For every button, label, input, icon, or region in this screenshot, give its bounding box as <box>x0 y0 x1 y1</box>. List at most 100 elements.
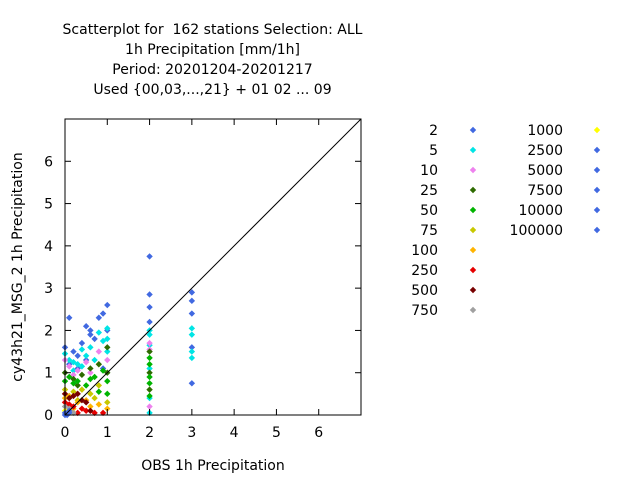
data-point <box>104 356 111 364</box>
data-point <box>87 327 94 334</box>
y-tick-label: 1 <box>44 366 53 382</box>
legend-label: 2 <box>429 123 438 139</box>
chart-title-line-3: Period: 20201204-20201217 <box>112 62 313 78</box>
data-point <box>78 386 86 393</box>
data-point <box>146 380 153 387</box>
data-point <box>95 314 103 321</box>
data-point <box>87 331 94 338</box>
data-point <box>146 303 153 311</box>
legend: 2510255075100250500750100025005000750010… <box>411 123 601 319</box>
legend-label: 7500 <box>527 183 563 199</box>
legend-label: 100000 <box>510 223 563 239</box>
data-point <box>146 253 153 260</box>
data-point <box>82 407 90 414</box>
data-point <box>104 344 111 351</box>
data-point <box>82 352 90 359</box>
data-point <box>66 356 73 364</box>
data-point <box>87 403 94 410</box>
x-axis-label: OBS 1h Precipitation <box>141 458 284 474</box>
data-point <box>188 380 196 387</box>
y-tick-label: 0 <box>44 408 53 424</box>
legend-marker <box>593 126 601 134</box>
data-point <box>146 348 153 355</box>
data-point <box>188 354 196 362</box>
legend-marker <box>469 266 477 274</box>
legend-marker <box>469 286 477 294</box>
data-point <box>188 348 196 355</box>
data-point <box>146 403 153 410</box>
legend-label: 75 <box>420 223 438 239</box>
x-tick-label: 5 <box>272 425 281 441</box>
legend-marker <box>469 206 477 214</box>
data-point <box>78 363 86 370</box>
y-tick-label: 2 <box>44 323 53 339</box>
data-point <box>95 401 103 408</box>
legend-marker <box>469 226 477 234</box>
data-point <box>104 301 111 309</box>
chart-title-line-2: 1h Precipitation [mm/1h] <box>125 42 300 58</box>
data-point <box>78 405 86 412</box>
data-point <box>78 371 86 379</box>
chart-title-line-1: Scatterplot for 162 stations Selection: … <box>62 22 363 38</box>
data-point <box>146 361 153 368</box>
chart-title-line-4: Used {00,03,...,21} + 01 02 ... 09 <box>93 82 332 98</box>
plot-frame <box>64 118 362 416</box>
legend-marker <box>593 186 601 194</box>
data-point <box>104 405 111 412</box>
legend-label: 250 <box>411 263 438 279</box>
x-tick-label: 4 <box>230 425 239 441</box>
y-axis-label: cy43h21_MSG_2 1h Precipitation <box>10 152 26 381</box>
data-point <box>188 344 196 351</box>
points-layer <box>61 253 196 419</box>
data-point <box>82 399 90 406</box>
data-point <box>74 352 81 359</box>
y-tick-label: 3 <box>44 281 53 297</box>
data-point <box>70 409 77 417</box>
legend-label: 1000 <box>527 123 563 139</box>
data-point <box>78 346 86 353</box>
data-point <box>82 323 90 330</box>
data-point <box>188 297 196 305</box>
data-point <box>91 373 98 381</box>
data-point <box>91 335 98 343</box>
x-tick-label: 1 <box>103 425 112 441</box>
x-tick-label: 0 <box>61 425 70 441</box>
axes-layer: 0 1 2 3 4 5 6 0 1 2 3 4 5 6 <box>44 119 361 441</box>
data-point <box>188 331 196 338</box>
legend-marker <box>469 186 477 194</box>
data-point <box>95 329 103 336</box>
legend-label: 500 <box>411 283 438 299</box>
data-point <box>95 388 103 395</box>
data-point <box>146 318 153 326</box>
legend-label: 5000 <box>527 163 563 179</box>
data-point <box>188 310 196 317</box>
legend-label: 50 <box>420 203 438 219</box>
data-point <box>91 356 98 364</box>
y-tick-label: 4 <box>44 239 53 255</box>
data-point <box>188 325 196 332</box>
legend-marker <box>593 166 601 174</box>
legend-label: 10000 <box>518 203 563 219</box>
data-point <box>104 348 111 355</box>
data-point <box>74 377 81 385</box>
data-point <box>87 407 94 414</box>
legend-marker <box>469 166 477 174</box>
data-point <box>99 310 107 317</box>
data-point <box>78 339 86 347</box>
legend-marker <box>593 206 601 214</box>
data-point <box>146 354 153 362</box>
data-point <box>82 358 90 366</box>
data-point <box>74 390 81 398</box>
data-point <box>188 289 196 296</box>
data-point <box>104 377 111 385</box>
data-point <box>70 367 77 374</box>
x-tick-label: 3 <box>187 425 196 441</box>
legend-marker <box>593 146 601 154</box>
legend-label: 25 <box>420 183 438 199</box>
legend-marker <box>469 126 477 134</box>
legend-marker <box>469 306 477 314</box>
data-point <box>146 339 153 347</box>
x-tick-label: 6 <box>314 425 323 441</box>
x-tick-label: 2 <box>145 425 154 441</box>
legend-marker <box>469 146 477 154</box>
